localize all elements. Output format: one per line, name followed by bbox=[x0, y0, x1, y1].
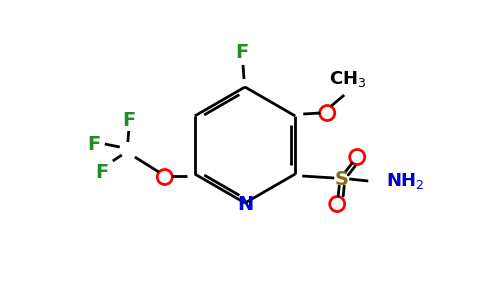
Text: F: F bbox=[235, 44, 249, 62]
Text: NH$_2$: NH$_2$ bbox=[386, 171, 425, 191]
Text: F: F bbox=[122, 110, 136, 130]
Text: N: N bbox=[237, 194, 253, 214]
Text: F: F bbox=[95, 164, 108, 182]
Text: F: F bbox=[87, 134, 100, 154]
Text: CH$_3$: CH$_3$ bbox=[329, 69, 366, 89]
Text: S: S bbox=[334, 169, 348, 188]
